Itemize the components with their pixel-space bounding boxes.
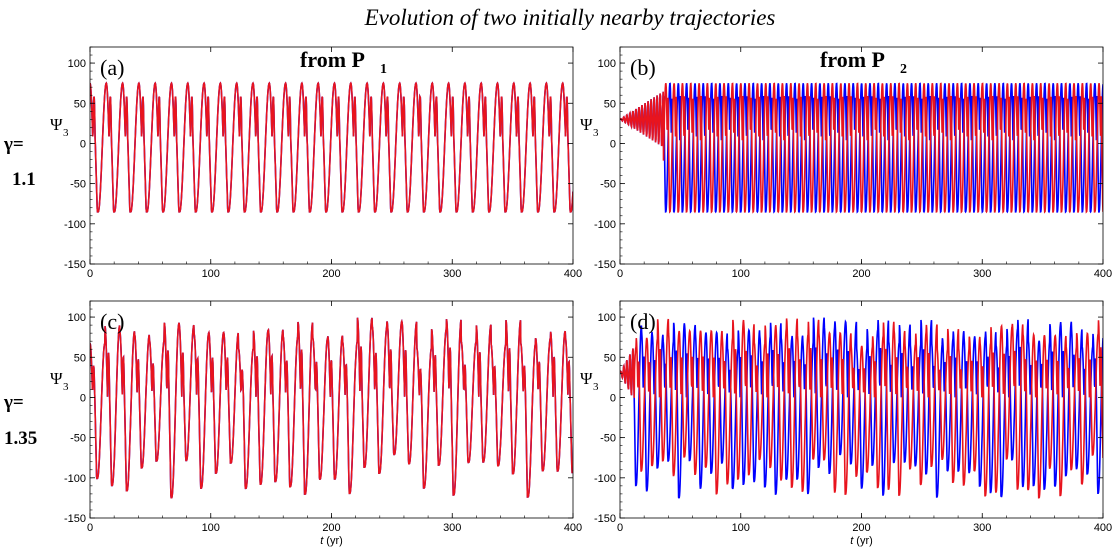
x-tick-label: 0 [87,522,93,534]
x-tick-label: 300 [973,268,991,280]
row-label-gamma-2: γ= [3,392,24,413]
y-tick-label: 0 [610,392,616,404]
figure-title: Evolution of two initially nearby trajec… [364,5,776,30]
series-line-2 [620,82,1103,214]
y-tick-label: 100 [598,312,616,324]
series-line-1 [90,317,573,499]
x-tick-label: 200 [852,268,870,280]
x-tick-label: 300 [973,522,991,534]
y-tick-label: -50 [70,433,86,445]
x-tick-label: 100 [732,268,750,280]
x-tick-label: 200 [322,522,340,534]
y-tick-label: 100 [68,58,86,70]
x-tick-label: 0 [617,268,623,280]
row-label-gamma-value-2: 1.35 [4,428,37,449]
y-tick-label: 100 [598,58,616,70]
chart-panel-a: -150 -100 -50 0 50 100 0 100 200 300 400 Ψ 3 (a) from … [50,46,582,280]
y-tick-label: 0 [80,392,86,404]
x-tick-label: 400 [564,268,582,280]
x-tick-label: 300 [443,522,461,534]
y-tick-label: 0 [610,138,616,150]
y-axis-label: Ψ [580,115,593,134]
x-tick-label: 200 [322,268,340,280]
y-tick-label: -150 [64,259,86,271]
y-tick-label: -100 [594,219,616,231]
panel-label: (b) [630,55,656,80]
y-tick-label: 100 [68,312,86,324]
panel-annotation-sub: 2 [900,62,907,77]
y-axis-label-sub: 3 [63,127,69,139]
series-line-2 [90,81,573,213]
y-tick-label: -50 [600,179,616,191]
x-tick-label: 300 [443,268,461,280]
y-tick-label: -50 [600,433,616,445]
series-line-2 [90,317,573,499]
y-axis-label-sub: 3 [593,381,599,393]
x-tick-label: 200 [852,522,870,534]
y-tick-label: 50 [604,98,616,110]
y-tick-label: 50 [604,352,616,364]
x-tick-label: 0 [617,522,623,534]
x-tick-label: 400 [564,522,582,534]
x-tick-label: 400 [1094,522,1112,534]
panel-annotation-sub: 1 [380,62,387,77]
x-axis-label: t (yr) [320,535,343,547]
panel-label: (a) [100,55,124,80]
x-tick-label: 100 [202,522,220,534]
chart-panel-b: -150 -100 -50 0 50 100 0 100 200 300 400 Ψ 3 (b) from … [580,46,1112,280]
plot-frame [89,46,574,265]
y-tick-label: 50 [74,352,86,364]
y-axis-label-sub: 3 [63,381,69,393]
y-axis-label: Ψ [580,369,593,388]
series-line-2 [620,318,1103,499]
y-tick-label: -150 [64,513,86,525]
y-tick-label: 0 [80,138,86,150]
row-label-gamma-1: γ= [3,134,24,155]
y-tick-label: -100 [64,219,86,231]
panel-label: (c) [100,309,124,334]
x-tick-label: 400 [1094,268,1112,280]
chart-panel-c: -150 -100 -50 0 50 100 0 100 200 300 400 Ψ 3 t (yr) (c… [50,300,582,547]
x-tick-label: 0 [87,268,93,280]
y-axis-label: Ψ [50,369,63,388]
chart-panel-d: -150 -100 -50 0 50 100 0 100 200 300 400 Ψ 3 t (yr) (d… [580,300,1112,547]
y-tick-label: -100 [64,473,86,485]
y-tick-label: -100 [594,473,616,485]
y-tick-label: -50 [70,179,86,191]
y-tick-label: -150 [594,259,616,271]
series-line-1 [620,317,1103,499]
x-tick-label: 100 [202,268,220,280]
y-axis-label-sub: 3 [593,127,599,139]
panel-label: (d) [630,309,656,334]
y-tick-label: 50 [74,98,86,110]
panel-annotation: from P [820,47,885,72]
panel-annotation: from P [300,47,365,72]
x-axis-label: t (yr) [850,535,873,547]
row-label-gamma-value-1: 1.1 [12,169,36,190]
plot-frame [89,300,574,519]
y-tick-label: -150 [594,513,616,525]
x-tick-label: 100 [732,522,750,534]
y-axis-label: Ψ [50,115,63,134]
